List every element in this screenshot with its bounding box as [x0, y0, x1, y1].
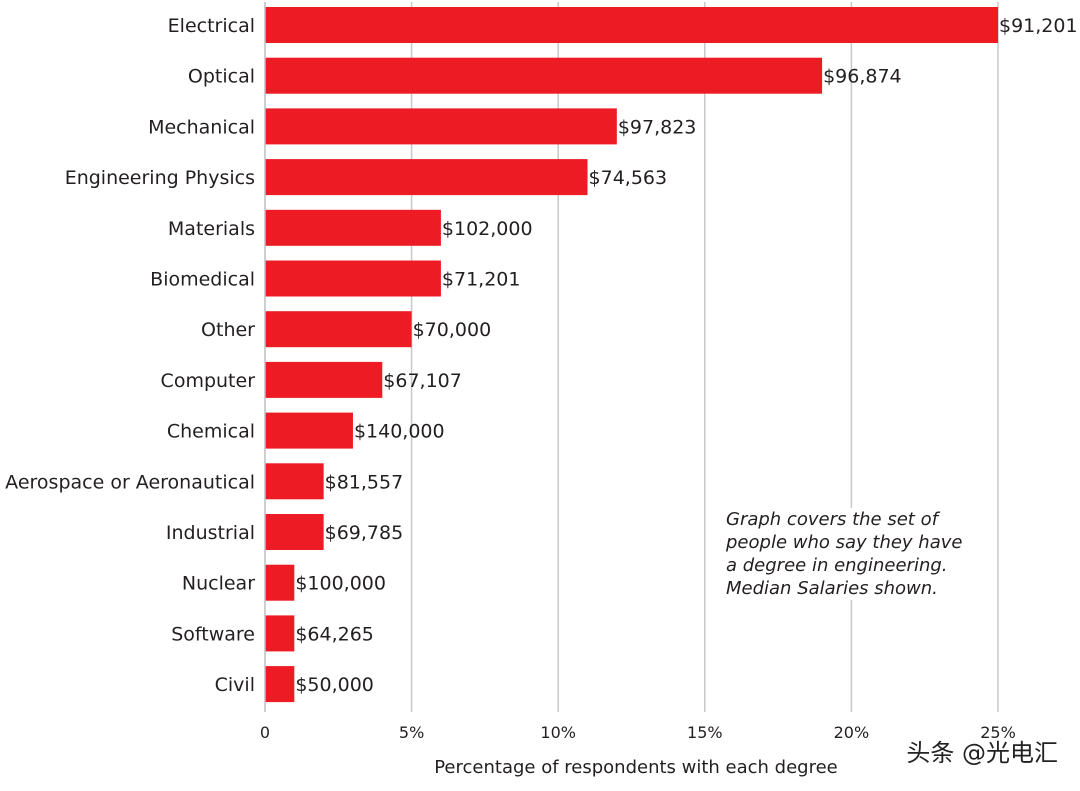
x-tick-labels: 0 5% 10% 15% 20% 25%: [260, 723, 1016, 742]
category-labels: Electrical Optical Mechanical Engineering P…: [5, 15, 255, 696]
value-label: $64,265: [295, 623, 374, 645]
value-label: $96,874: [823, 66, 902, 88]
bar: [265, 260, 441, 297]
x-tick-label: 15%: [687, 723, 723, 742]
bar: [265, 311, 412, 348]
bar: [265, 7, 998, 43]
value-label: $81,557: [325, 471, 404, 493]
bar: [265, 361, 383, 398]
annotation-line: Graph covers the set of: [726, 509, 938, 530]
bar: [265, 412, 353, 449]
watermark: 头条 @光电汇: [906, 739, 1058, 767]
x-axis-title: Percentage of respondents with each degr…: [434, 757, 838, 778]
value-label: $91,201: [999, 15, 1078, 37]
annotation-line: Median Salaries shown.: [726, 578, 938, 599]
bar: [265, 564, 295, 601]
annotation-line: a degree in engineering.: [726, 555, 948, 576]
value-label: $97,823: [618, 116, 697, 138]
category-label: Chemical: [167, 421, 255, 443]
value-label: $74,563: [589, 167, 668, 189]
value-label: $100,000: [295, 573, 386, 595]
x-tick-label: 25%: [980, 723, 1016, 742]
bar: [265, 666, 295, 703]
bar: [265, 615, 295, 652]
value-labels: $91,201 $96,874 $97,823 $74,563 $102,000 $71,…: [295, 15, 1077, 696]
x-tick-label: 5%: [399, 723, 424, 742]
category-label: Materials: [168, 218, 255, 240]
bar: [265, 514, 324, 550]
bar: [265, 108, 617, 145]
x-tick-label: 0: [260, 723, 270, 742]
bar: [265, 463, 324, 500]
bar: [265, 159, 588, 196]
category-label: Biomedical: [150, 269, 255, 291]
category-label: Other: [201, 319, 255, 341]
category-label: Engineering Physics: [65, 167, 255, 189]
category-label: Mechanical: [148, 116, 255, 138]
x-tick-label: 10%: [540, 723, 576, 742]
category-label: Software: [171, 623, 255, 645]
x-tick-label: 20%: [834, 723, 870, 742]
category-label: Electrical: [168, 15, 255, 37]
annotation-line: people who say they have: [726, 532, 963, 553]
value-label: $71,201: [442, 269, 521, 291]
category-label: Computer: [161, 370, 256, 392]
bars: [265, 7, 998, 703]
value-label: $67,107: [383, 370, 462, 392]
value-label: $140,000: [354, 421, 445, 443]
value-label: $69,785: [325, 522, 404, 544]
value-label: $102,000: [442, 218, 533, 240]
bar: [265, 209, 441, 246]
category-label: Civil: [215, 674, 255, 696]
chart-annotation: Graph covers the set of people who say t…: [718, 508, 976, 600]
value-label: $70,000: [413, 319, 492, 341]
category-label: Optical: [188, 66, 255, 88]
category-label: Industrial: [166, 522, 255, 544]
category-label: Nuclear: [182, 573, 255, 595]
value-label: $50,000: [295, 674, 374, 696]
category-label: Aerospace or Aeronautical: [5, 471, 255, 493]
bar: [265, 57, 823, 94]
